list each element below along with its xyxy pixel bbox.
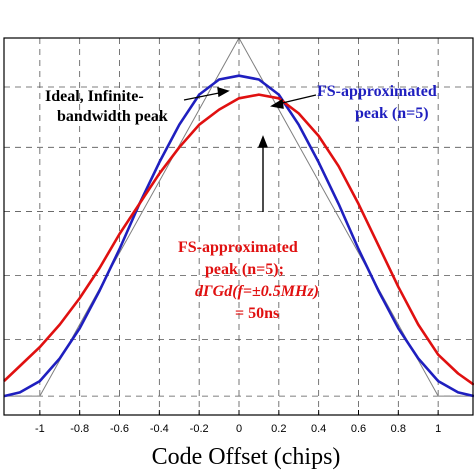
grid-lines	[4, 38, 474, 415]
annotation-red-line2: peak (n=5);	[205, 261, 284, 278]
arrowhead-red	[257, 135, 269, 148]
annotation-blue-line2: peak (n=5)	[355, 105, 429, 122]
x-tick-label-9: 0.8	[391, 423, 406, 435]
x-tick-labels: -1 -0.8 -0.6 -0.4 -0.2 0 0.2 0.4 0.6 0.8 1	[35, 423, 441, 435]
annotation-red-line1: FS-approximated	[178, 239, 298, 256]
axes	[3, 37, 474, 416]
x-tick-label-7: 0.4	[311, 423, 326, 435]
arrow-blue	[277, 94, 317, 105]
annotation-blue-line1: FS-approximated	[317, 83, 437, 100]
x-tick-label-2: -0.6	[110, 423, 129, 435]
annotation-red-line4: = 50ns	[235, 305, 279, 322]
x-tick-label-1: -0.8	[70, 423, 89, 435]
arrowhead-blue	[270, 98, 284, 109]
annotation-red-line3: dΓGd(f=±0.5MHz)	[195, 283, 319, 300]
annotation-ideal-line2: bandwidth peak	[57, 108, 168, 125]
x-tick-label-3: -0.4	[150, 423, 169, 435]
series-line-1	[3, 74, 474, 398]
annotation-arrows	[183, 87, 317, 212]
arrowhead-ideal	[217, 87, 230, 98]
x-axis-label: Code Offset (chips)	[152, 444, 341, 470]
annotation-ideal-line1: Ideal, Infinite-	[45, 88, 144, 105]
x-tick-label-10: 1	[435, 423, 441, 435]
x-tick-label-6: 0.2	[271, 423, 286, 435]
series-line-2	[3, 93, 474, 386]
x-tick-label-5: 0	[236, 423, 242, 435]
x-tick-label-0: -1	[35, 423, 45, 435]
x-tick-label-8: 0.6	[351, 423, 366, 435]
x-tick-label-4: -0.2	[190, 423, 209, 435]
arrow-ideal	[183, 91, 225, 101]
